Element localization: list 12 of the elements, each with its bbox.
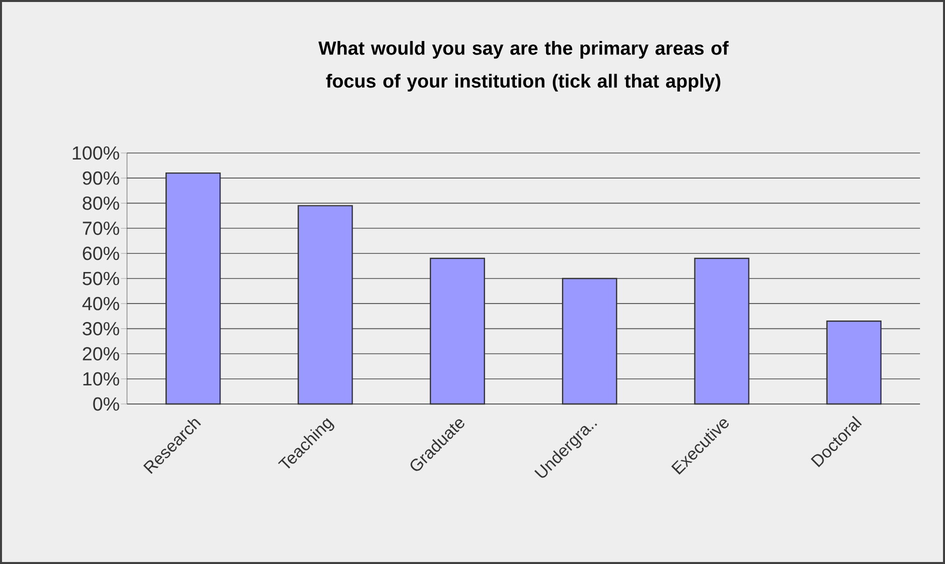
y-tick-label: 10%	[83, 372, 120, 386]
y-tick-label: 60%	[82, 246, 120, 260]
y-tick-label: 50%	[82, 272, 120, 286]
y-tick-label: 0%	[93, 397, 120, 411]
y-tick-label: 20%	[82, 347, 120, 360]
y-tick-label: 70%	[82, 222, 120, 235]
y-tick-label: 40%	[82, 296, 120, 310]
y-tick-label: 80%	[82, 196, 120, 210]
y-tick-label: 30%	[82, 322, 120, 336]
chart-title: What would you say are the primary areas of focus of your institution (tick all that apply)	[318, 40, 729, 92]
y-tick-label: 90%	[82, 171, 120, 185]
y-tick-label: 100%	[72, 146, 120, 160]
